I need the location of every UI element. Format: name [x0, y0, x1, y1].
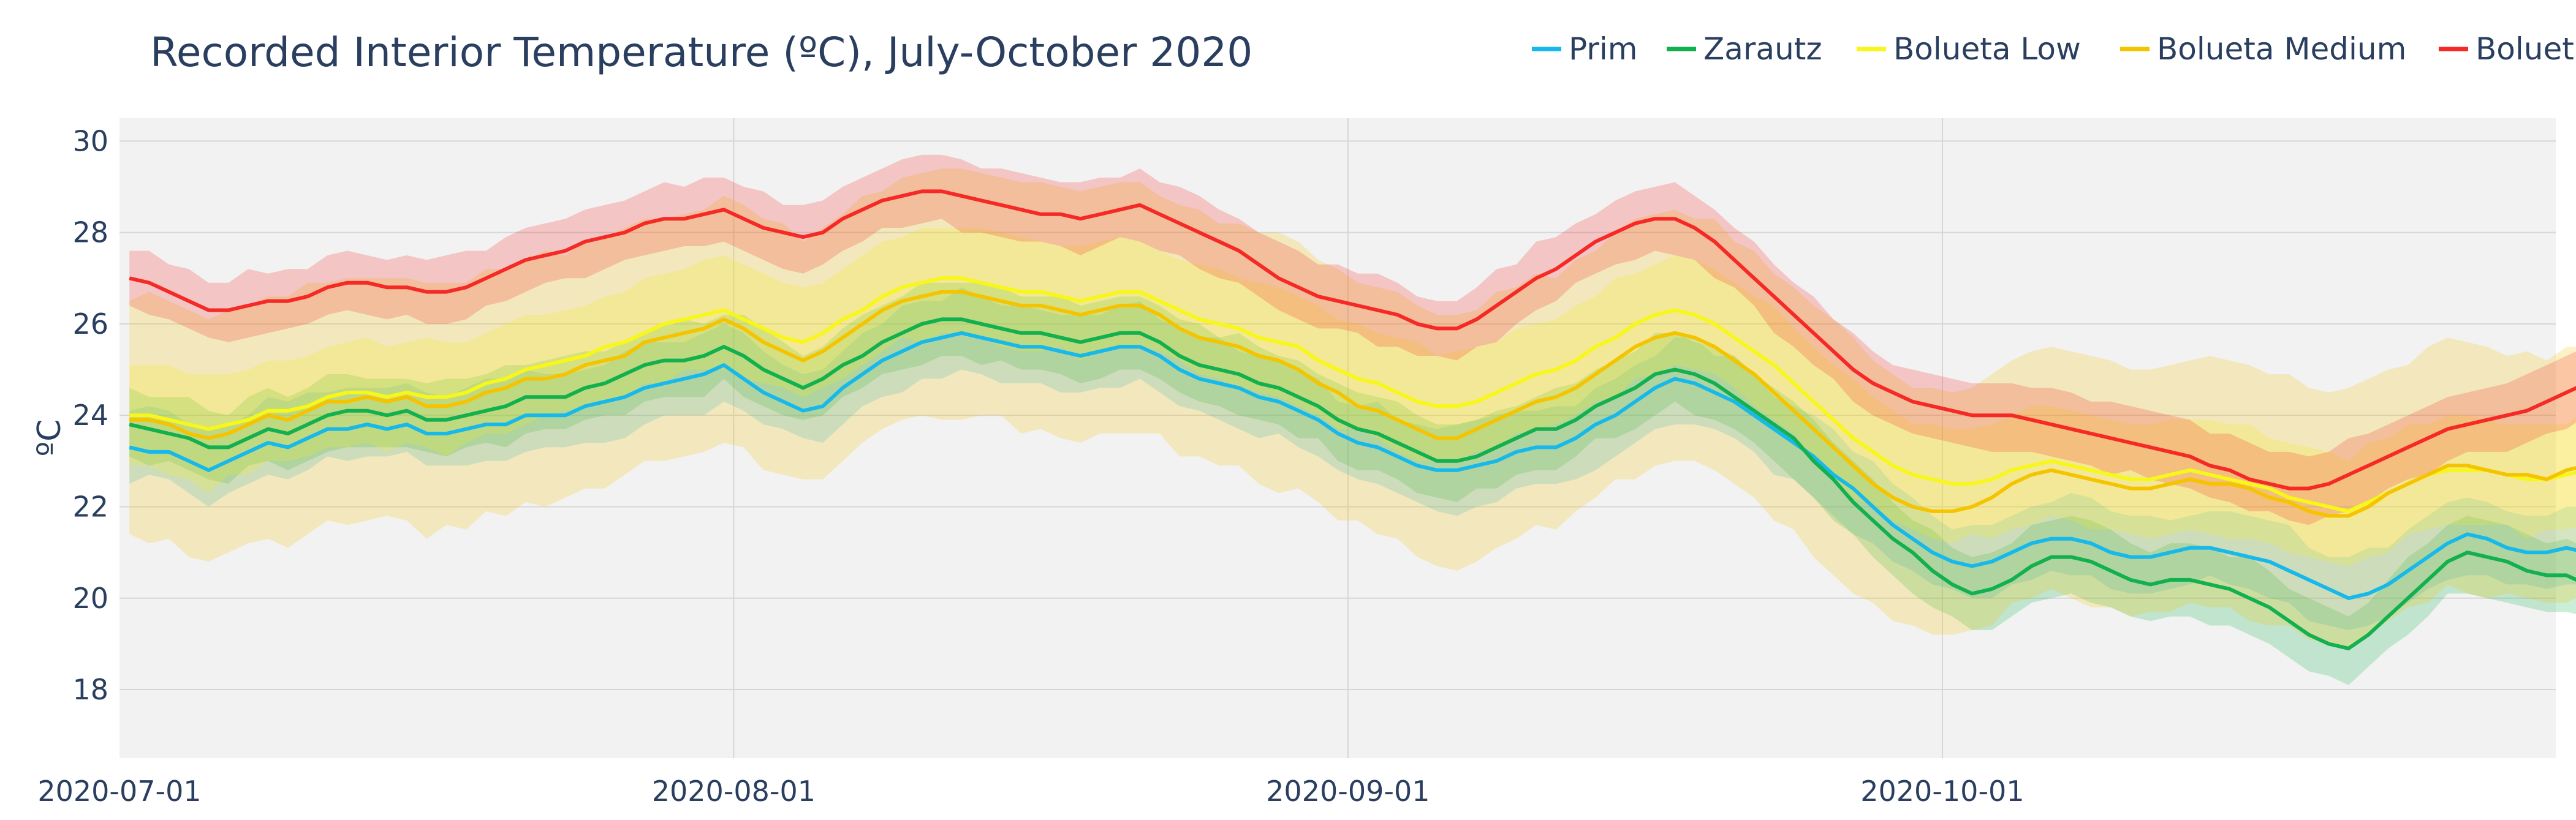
- series-line[interactable]: [129, 290, 2576, 518]
- legend[interactable]: Prim Zarautz Bolueta Low Bolueta Medium Bolu…: [1532, 31, 2576, 67]
- legend-item[interactable]: Bolueta High: [2439, 31, 2576, 67]
- y-tick-label: 22: [72, 490, 108, 523]
- series-lines[interactable]: [129, 189, 2576, 650]
- series-daily-ranges: [129, 154, 2576, 685]
- y-tick-label: 30: [72, 124, 108, 157]
- series-line[interactable]: [129, 331, 2576, 600]
- legend-item[interactable]: Bolueta Low: [1857, 31, 2081, 67]
- x-tick-label: 2020-09-01: [1266, 775, 1430, 808]
- plot-area[interactable]: [119, 118, 2556, 758]
- y-axis-label: ºC: [31, 419, 68, 457]
- series-range-band: [129, 168, 2576, 649]
- y-tick-label: 28: [72, 216, 108, 249]
- series-range-band: [129, 282, 2576, 685]
- series-range-band: [129, 287, 2576, 630]
- legend-item[interactable]: Bolueta Medium: [2120, 31, 2406, 67]
- chart-title: Recorded Interior Temperature (ºC), July…: [150, 29, 1252, 76]
- y-tick-label: 18: [72, 673, 108, 706]
- y-tick-label: 26: [72, 307, 108, 340]
- y-tick-labels: 18 20 22 24 26 28 30: [72, 124, 108, 706]
- series-line[interactable]: [129, 317, 2576, 650]
- x-tick-label: 2020-07-01: [37, 775, 201, 808]
- legend-item[interactable]: Zarautz: [1667, 31, 1822, 67]
- legend-item[interactable]: Prim: [1532, 31, 1637, 67]
- legend-label: Prim: [1569, 31, 1637, 67]
- y-tick-label: 20: [72, 582, 108, 615]
- y-tick-label: 24: [72, 399, 108, 432]
- series-range-band: [129, 154, 2576, 525]
- legend-label: Bolueta High: [2476, 31, 2576, 67]
- x-tick-labels: 2020-07-01 2020-08-01 2020-09-01 2020-10-01: [37, 775, 2024, 808]
- series-line[interactable]: [129, 276, 2576, 513]
- legend-label: Bolueta Medium: [2157, 31, 2406, 67]
- series-line[interactable]: [129, 189, 2576, 491]
- x-tick-label: 2020-10-01: [1860, 775, 2024, 808]
- series-range-band: [129, 228, 2576, 566]
- x-tick-label: 2020-08-01: [652, 775, 816, 808]
- legend-label: Zarautz: [1703, 31, 1822, 67]
- legend-label: Bolueta Low: [1893, 31, 2081, 67]
